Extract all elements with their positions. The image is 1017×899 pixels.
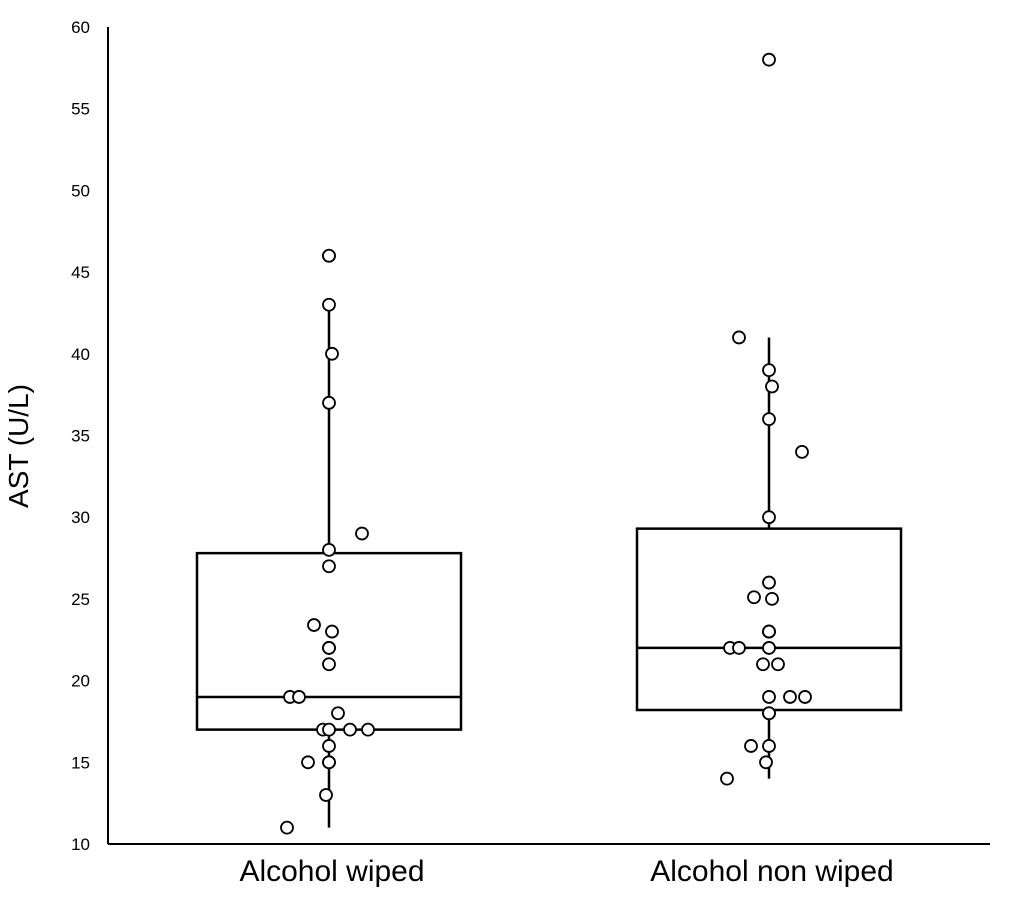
y-tick-label: 25: [71, 590, 90, 609]
data-point: [762, 739, 776, 753]
data-point: [762, 641, 776, 655]
data-point: [322, 542, 336, 557]
y-tick-label: 60: [71, 18, 90, 37]
data-point: [795, 444, 809, 459]
data-point: [771, 657, 785, 672]
y-tick-label: 35: [71, 427, 90, 446]
data-point: [783, 690, 797, 704]
axes: [107, 27, 990, 845]
y-tick-labels: 10 15 20 25 30 35 40 45 50 55 60: [71, 18, 90, 854]
y-tick-label: 20: [71, 672, 90, 691]
data-point: [798, 690, 812, 704]
data-point: [765, 379, 779, 394]
data-point: [762, 575, 776, 590]
data-point: [280, 820, 294, 835]
data-point: [762, 52, 776, 67]
data-point: [744, 739, 758, 753]
y-tick-label: 55: [71, 100, 90, 119]
data-point: [322, 297, 336, 312]
data-point: [732, 330, 746, 345]
data-point: [292, 690, 306, 704]
data-point: [720, 771, 734, 786]
data-point: [762, 363, 776, 378]
data-point: [756, 657, 770, 672]
data-point: [322, 395, 336, 410]
data-point: [343, 722, 357, 737]
data-point: [325, 624, 339, 639]
data-point: [319, 788, 333, 802]
data-point: [322, 641, 336, 655]
iqr-box: [635, 527, 903, 712]
data-point: [322, 559, 336, 574]
data-point: [322, 739, 336, 753]
category-label: Alcohol non wiped: [650, 855, 894, 888]
data-point: [762, 510, 776, 525]
data-point: [301, 755, 315, 770]
data-point: [747, 590, 761, 605]
boxes: [195, 304, 903, 828]
category-label: Alcohol wiped: [239, 855, 424, 888]
data-point: [361, 722, 375, 737]
data-point: [759, 755, 773, 770]
data-point: [322, 248, 336, 263]
category-labels: Alcohol wiped Alcohol non wiped: [239, 855, 893, 888]
y-tick-label: 30: [71, 508, 90, 527]
y-tick-label: 10: [71, 835, 90, 854]
data-point: [322, 657, 336, 672]
data-point: [762, 690, 776, 704]
data-point: [762, 706, 776, 721]
y-tick-label: 15: [71, 753, 90, 772]
y-tick-label: 50: [71, 181, 90, 200]
data-point: [322, 722, 336, 737]
data-points: [280, 52, 812, 835]
data-point: [331, 706, 345, 721]
data-point: [322, 755, 336, 770]
y-axis-title: AST (U/L): [3, 384, 34, 508]
data-point: [355, 526, 369, 541]
data-point: [307, 618, 321, 632]
y-tick-label: 40: [71, 345, 90, 364]
data-point: [762, 624, 776, 639]
data-point: [325, 346, 339, 361]
data-point: [765, 592, 779, 606]
data-point: [732, 641, 746, 655]
data-point: [762, 412, 776, 427]
y-tick-label: 45: [71, 263, 90, 282]
